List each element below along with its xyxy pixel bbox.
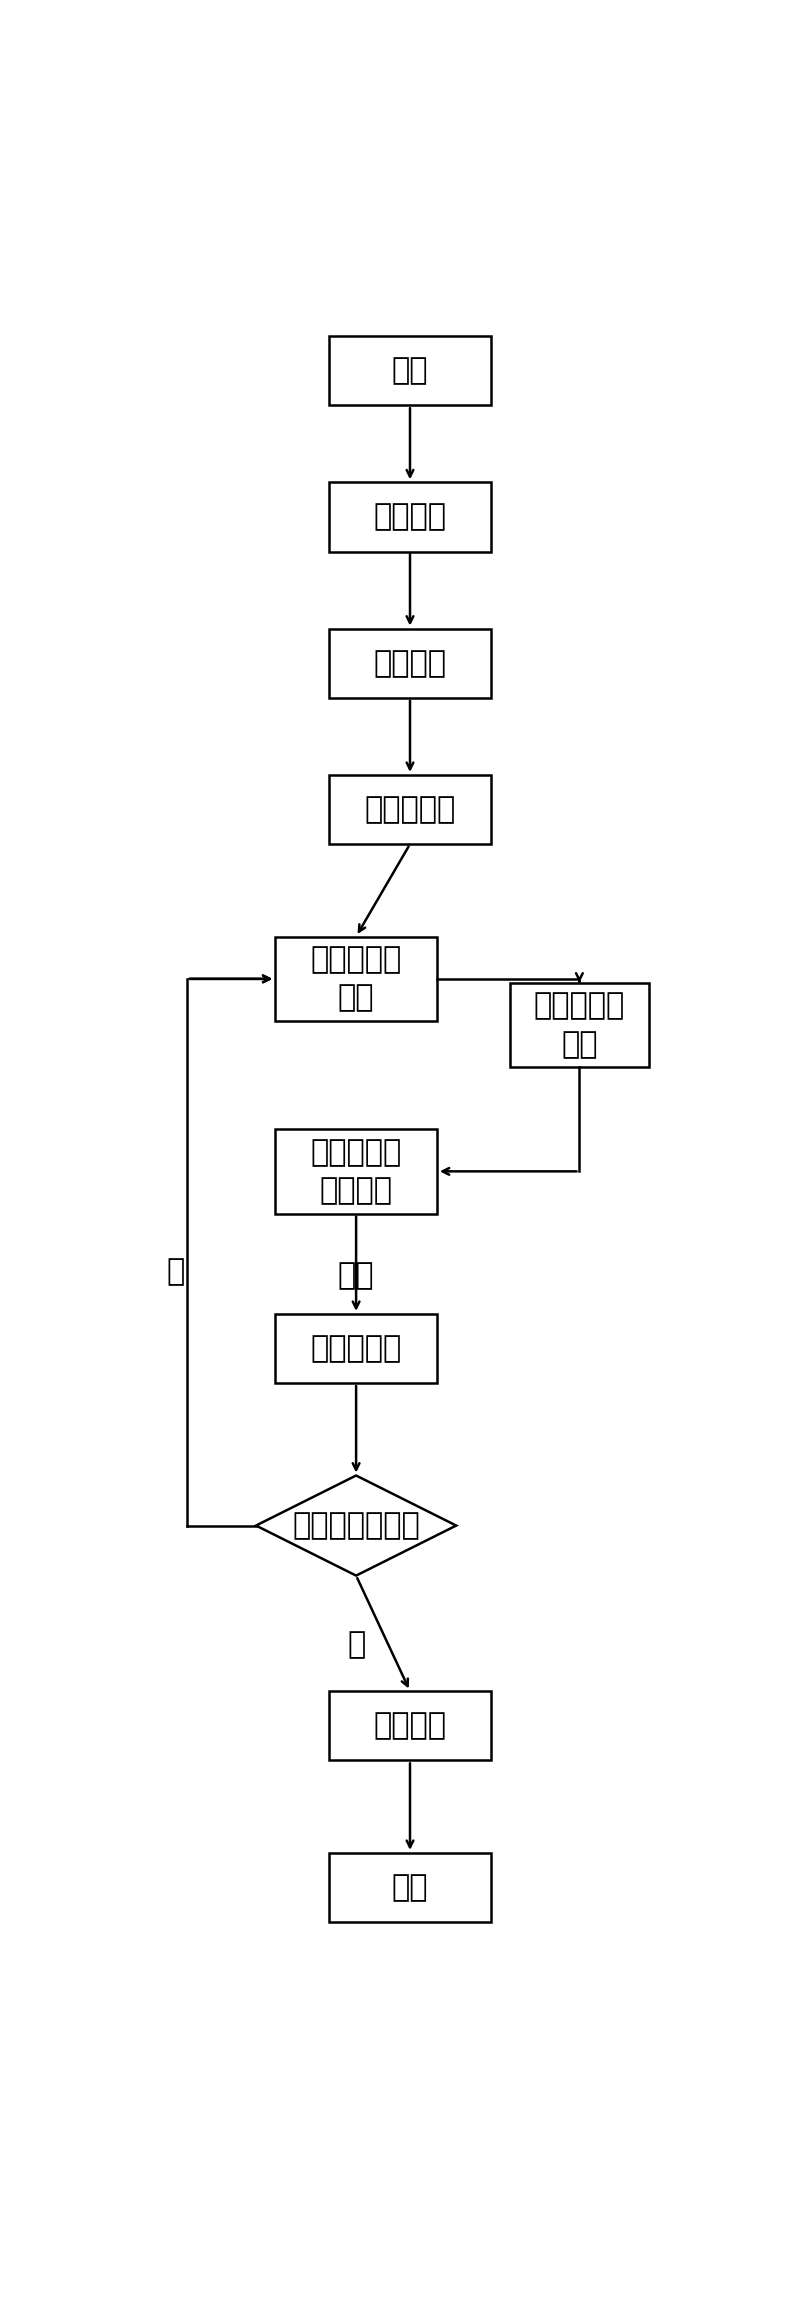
Bar xyxy=(329,1852,491,1922)
Text: 确定加热器
位置: 确定加热器 位置 xyxy=(534,992,625,1059)
Text: 制件温度场: 制件温度场 xyxy=(310,1333,402,1363)
Bar xyxy=(329,482,491,552)
Text: 结束: 结束 xyxy=(392,1873,428,1903)
Text: 开始: 开始 xyxy=(392,357,428,385)
Text: 完成优化: 完成优化 xyxy=(374,1711,446,1741)
Bar xyxy=(275,1129,437,1215)
Text: 模拟计算: 模拟计算 xyxy=(374,649,446,677)
Polygon shape xyxy=(256,1477,456,1576)
Bar xyxy=(329,774,491,844)
Bar xyxy=(275,1314,437,1384)
Bar xyxy=(329,336,491,406)
Text: 确定加热器
个数: 确定加热器 个数 xyxy=(310,946,402,1013)
Text: 确定加热器
放热功率: 确定加热器 放热功率 xyxy=(310,1138,402,1205)
Text: 温度场是否均匀: 温度场是否均匀 xyxy=(292,1511,420,1539)
Text: 计算: 计算 xyxy=(338,1261,374,1289)
Text: 网格划分: 网格划分 xyxy=(374,503,446,531)
Bar xyxy=(329,1692,491,1759)
Bar xyxy=(510,983,649,1066)
Bar xyxy=(329,628,491,698)
Text: 否: 否 xyxy=(166,1256,184,1286)
Text: 制件温度场: 制件温度场 xyxy=(364,795,456,823)
Bar xyxy=(275,936,437,1022)
Text: 是: 是 xyxy=(347,1630,366,1660)
